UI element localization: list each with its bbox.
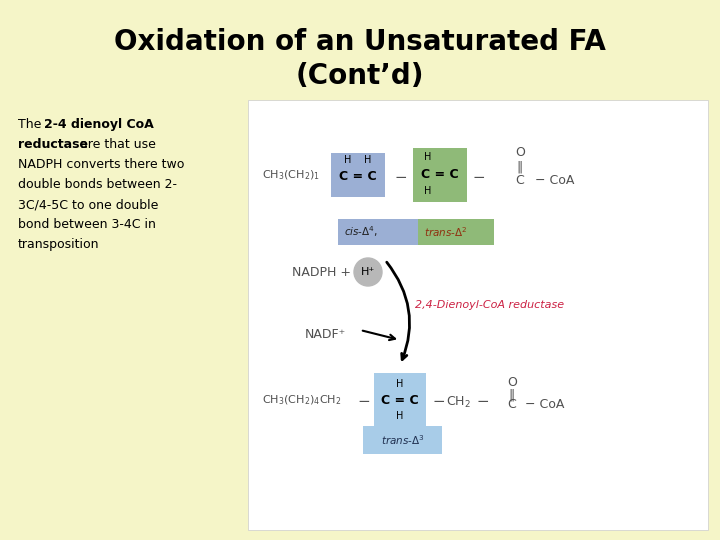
Text: transposition: transposition — [18, 238, 99, 251]
Text: Oxidation of an Unsaturated FA: Oxidation of an Unsaturated FA — [114, 28, 606, 56]
FancyBboxPatch shape — [363, 426, 442, 454]
Text: $\mathregular{CH_3(CH_2)_4CH_2}$: $\mathregular{CH_3(CH_2)_4CH_2}$ — [262, 393, 341, 407]
Text: H: H — [424, 186, 432, 196]
Text: $\mathit{trans}$-$\Delta^3$: $\mathit{trans}$-$\Delta^3$ — [381, 433, 424, 447]
Text: NADPH +: NADPH + — [292, 266, 355, 279]
Text: C = C: C = C — [421, 168, 459, 181]
Text: C: C — [508, 399, 516, 411]
Text: C = C: C = C — [339, 171, 377, 184]
Text: $\mathregular{CH_2}$: $\mathregular{CH_2}$ — [446, 394, 471, 409]
Text: −: − — [428, 395, 446, 409]
Text: The: The — [18, 118, 45, 131]
FancyBboxPatch shape — [413, 148, 467, 202]
Text: −: − — [468, 170, 485, 185]
Text: O: O — [507, 375, 517, 388]
Text: H: H — [344, 155, 351, 165]
Text: 2-4 dienoyl CoA: 2-4 dienoyl CoA — [44, 118, 154, 131]
Text: 2,4-Dienoyl-CoA reductase: 2,4-Dienoyl-CoA reductase — [415, 300, 564, 310]
Circle shape — [354, 258, 382, 286]
Text: ‖: ‖ — [517, 160, 523, 173]
Text: (Cont’d): (Cont’d) — [296, 62, 424, 90]
Text: −: − — [358, 395, 370, 409]
Text: O: O — [515, 146, 525, 159]
FancyBboxPatch shape — [331, 153, 385, 197]
FancyBboxPatch shape — [338, 219, 422, 245]
Text: −: − — [472, 395, 490, 409]
Text: H: H — [364, 155, 372, 165]
Text: ‖: ‖ — [509, 388, 515, 402]
Text: reductase: reductase — [18, 138, 88, 151]
Text: bond between 3-4C in: bond between 3-4C in — [18, 218, 156, 231]
Text: NADF⁺: NADF⁺ — [305, 328, 346, 341]
Text: C: C — [516, 173, 524, 186]
Text: H: H — [396, 379, 404, 389]
Text: 3C/4-5C to one double: 3C/4-5C to one double — [18, 198, 158, 211]
Text: H⁺: H⁺ — [361, 267, 375, 277]
Text: −: − — [390, 170, 408, 185]
Text: $\mathit{trans}$-$\Delta^2$: $\mathit{trans}$-$\Delta^2$ — [424, 225, 467, 239]
Text: H: H — [424, 152, 432, 162]
FancyBboxPatch shape — [374, 373, 426, 427]
Text: − CoA: − CoA — [535, 173, 575, 186]
Text: H: H — [396, 411, 404, 421]
Text: double bonds between 2-: double bonds between 2- — [18, 178, 177, 191]
Text: are that use: are that use — [76, 138, 156, 151]
Text: $\mathit{cis}$-$\Delta^4$,: $\mathit{cis}$-$\Delta^4$, — [344, 225, 378, 239]
Text: NADPH converts there two: NADPH converts there two — [18, 158, 184, 171]
FancyBboxPatch shape — [248, 100, 708, 530]
Text: C = C: C = C — [381, 394, 419, 407]
Text: − CoA: − CoA — [525, 399, 564, 411]
Text: $\mathregular{CH_3(CH_2)_1}$: $\mathregular{CH_3(CH_2)_1}$ — [262, 168, 320, 182]
FancyBboxPatch shape — [418, 219, 494, 245]
